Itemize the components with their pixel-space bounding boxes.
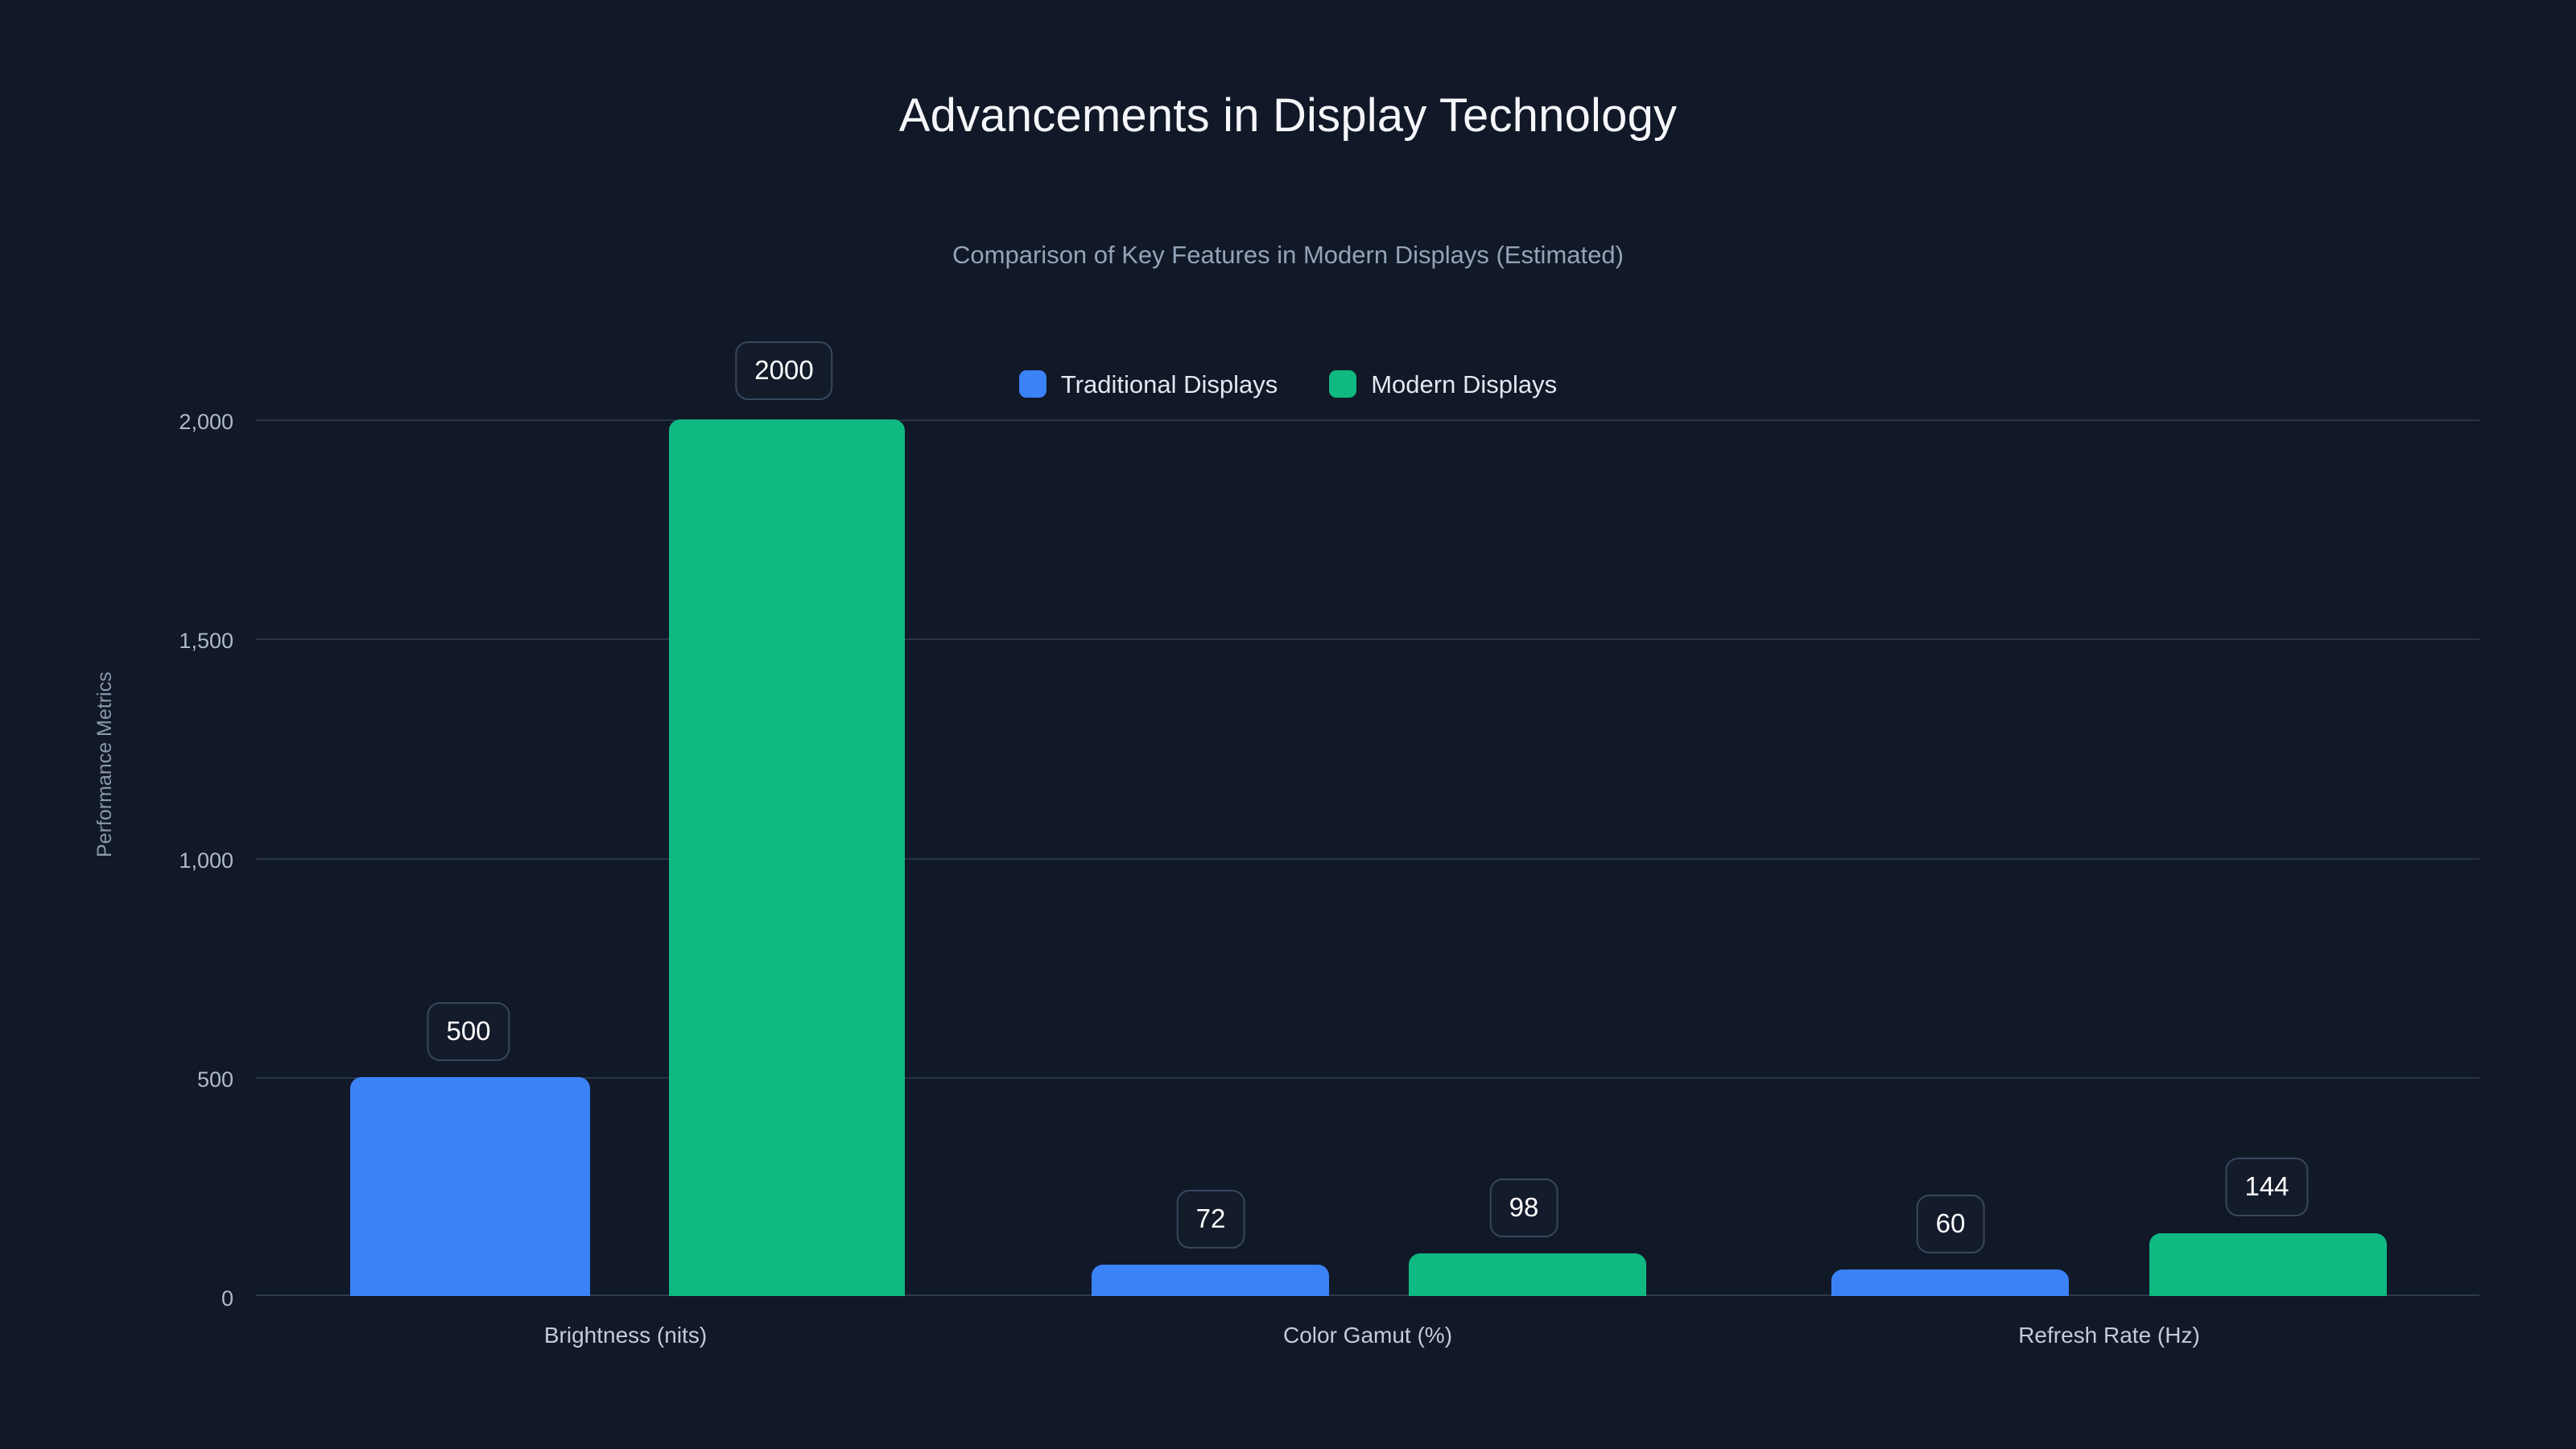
y-tick-label-1500: 1,500 <box>179 629 233 653</box>
chart-subtitle: Comparison of Key Features in Modern Dis… <box>952 241 1624 269</box>
x-tick-label-color-gamut: Color Gamut (%) <box>1282 1323 1453 1348</box>
plot-area <box>256 419 2479 1296</box>
chart-legend: Traditional Displays Modern Displays <box>0 370 2576 398</box>
bar-traditional-color-gamut[interactable] <box>1092 1265 1329 1296</box>
data-label-traditional-brightness: 500 <box>427 1002 510 1061</box>
data-label-modern-refresh-rate: 144 <box>2225 1158 2309 1216</box>
bar-modern-color-gamut[interactable] <box>1409 1253 1646 1296</box>
gridline-1000 <box>256 858 2479 860</box>
x-tick-label-brightness: Brightness (nits) <box>543 1323 708 1348</box>
y-tick-label-1000: 1,000 <box>179 848 233 873</box>
x-tick-label-refresh-rate: Refresh Rate (Hz) <box>2018 1323 2200 1348</box>
gridline-baseline-0 <box>256 1294 2479 1296</box>
data-label-modern-color-gamut: 98 <box>1489 1179 1558 1237</box>
legend-label-traditional: Traditional Displays <box>1060 369 1278 398</box>
bar-traditional-refresh-rate[interactable] <box>1831 1269 2069 1296</box>
y-axis-title: Performance Metrics <box>93 671 116 857</box>
gridline-500 <box>256 1077 2479 1079</box>
gridline-1500 <box>256 638 2479 640</box>
y-tick-label-2000: 2,000 <box>179 410 233 434</box>
legend-item-traditional-displays[interactable]: Traditional Displays <box>1018 369 1278 398</box>
bar-modern-refresh-rate[interactable] <box>2149 1233 2387 1296</box>
y-tick-label-0: 0 <box>221 1286 233 1311</box>
bar-traditional-brightness[interactable] <box>350 1077 590 1296</box>
chart-title: Advancements in Display Technology <box>898 89 1678 142</box>
gridline-2000 <box>256 419 2479 421</box>
legend-swatch-icon-modern <box>1329 370 1357 398</box>
legend-label-modern: Modern Displays <box>1371 369 1558 398</box>
data-label-traditional-color-gamut: 72 <box>1176 1190 1245 1249</box>
legend-item-modern-displays[interactable]: Modern Displays <box>1329 370 1557 398</box>
legend-swatch-icon-traditional <box>1018 370 1046 398</box>
y-tick-label-500: 500 <box>196 1067 233 1092</box>
data-label-modern-brightness: 2000 <box>735 341 833 400</box>
data-label-traditional-refresh-rate: 60 <box>1916 1195 1985 1253</box>
bar-modern-brightness[interactable] <box>669 419 905 1296</box>
